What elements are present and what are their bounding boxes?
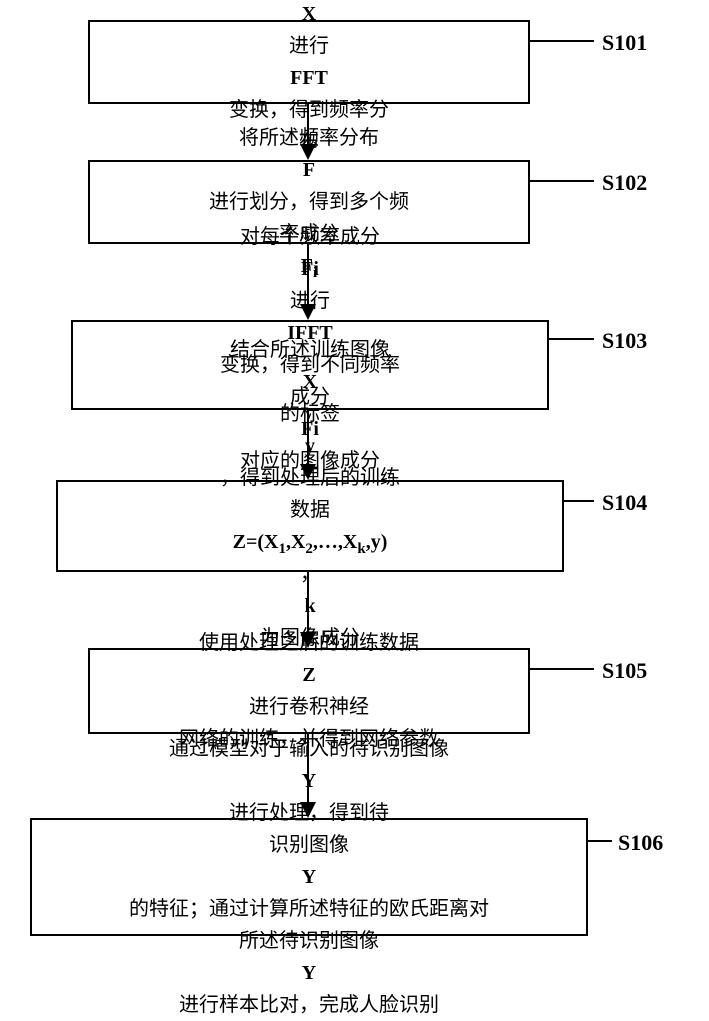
step-label-s102: S102 bbox=[602, 170, 647, 196]
arrow-head-icon bbox=[300, 632, 316, 648]
arrow-line bbox=[307, 572, 309, 632]
step-label-s104: S104 bbox=[602, 490, 647, 516]
arrow-head-icon bbox=[300, 464, 316, 480]
arrow-head-icon bbox=[300, 802, 316, 818]
leader-line-s106 bbox=[588, 840, 612, 842]
arrow-line bbox=[307, 244, 309, 304]
arrow-head-icon bbox=[300, 144, 316, 160]
step-text: 通过模型对于输入的待识别图像Y进行处理，得到待识别图像Y的特征；通过计算所述特征… bbox=[129, 733, 489, 1021]
arrow-line bbox=[307, 734, 309, 802]
step-label-s105: S105 bbox=[602, 658, 647, 684]
flowchart-canvas: 将训练图像X进行FFT变换，得到频率分布 将所述频率分布F进行划分，得到多个频率… bbox=[0, 0, 709, 1000]
step-box-s106: 通过模型对于输入的待识别图像Y进行处理，得到待识别图像Y的特征；通过计算所述特征… bbox=[30, 818, 588, 936]
arrow-head-icon bbox=[300, 304, 316, 320]
arrow-line bbox=[307, 104, 309, 144]
leader-line-s104 bbox=[564, 500, 594, 502]
step-box-s105: 使用处理之后的训练数据Z进行卷积神经网络的训练，并得到网络参数 bbox=[88, 648, 530, 734]
step-label-s106: S106 bbox=[618, 830, 663, 856]
step-label-s103: S103 bbox=[602, 328, 647, 354]
leader-line-s105 bbox=[530, 668, 594, 670]
leader-line-s102 bbox=[530, 180, 594, 182]
step-label-s101: S101 bbox=[602, 30, 647, 56]
arrow-line bbox=[307, 410, 309, 464]
leader-line-s101 bbox=[530, 40, 594, 42]
step-box-s101: 将训练图像X进行FFT变换，得到频率分布 bbox=[88, 20, 530, 104]
leader-line-s103 bbox=[549, 338, 594, 340]
step-box-s104: 结合所述训练图像X的标签y，得到处理后的训练数据Z=(X1,X2,…,Xk,y)… bbox=[56, 480, 564, 572]
